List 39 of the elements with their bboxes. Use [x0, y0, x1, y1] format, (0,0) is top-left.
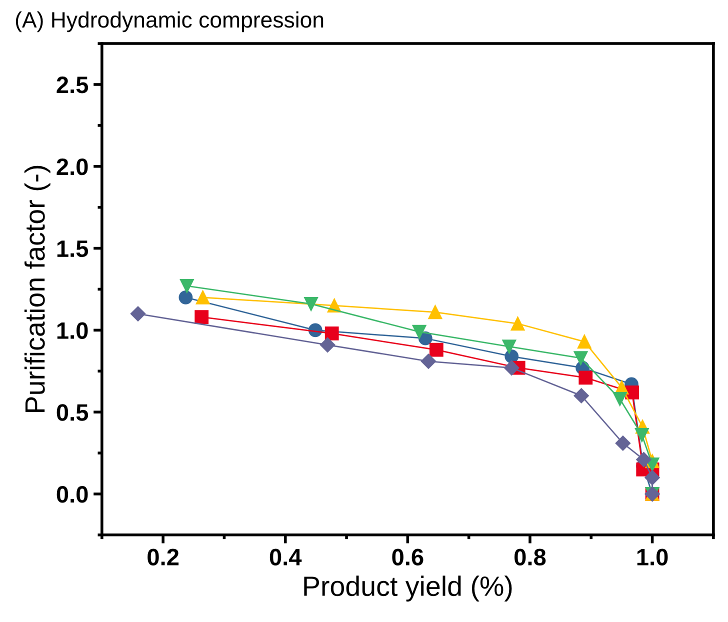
- point: [504, 360, 520, 376]
- point: [324, 326, 339, 340]
- x-tick-label: 1.0: [637, 548, 668, 566]
- point: [196, 290, 210, 304]
- y-tick-label: 0.0: [56, 486, 88, 503]
- point: [178, 290, 193, 304]
- point: [304, 297, 318, 311]
- point: [574, 388, 589, 404]
- point: [412, 324, 426, 339]
- point: [420, 354, 436, 369]
- point: [574, 351, 588, 365]
- point: [577, 334, 592, 349]
- point: [634, 428, 649, 442]
- point: [510, 316, 525, 331]
- x-tick-label: 0.8: [514, 548, 546, 566]
- point: [612, 392, 627, 406]
- y-tick-label: 2.0: [56, 158, 88, 176]
- point: [194, 310, 209, 324]
- point: [180, 279, 194, 293]
- y-tick-label: 1.5: [57, 240, 88, 258]
- point: [320, 337, 336, 352]
- point: [502, 340, 516, 354]
- y-axis-title: Purification factor (-): [24, 166, 50, 412]
- point: [130, 306, 146, 322]
- point: [578, 370, 593, 385]
- point: [615, 436, 631, 451]
- y-tick-label: 2.5: [56, 76, 88, 94]
- x-tick-label: 0.4: [270, 548, 302, 566]
- point: [625, 385, 640, 400]
- y-tick-label: 1.0: [57, 322, 88, 339]
- x-axis-title: Product yield (%): [304, 576, 512, 602]
- chart-title: (A) Hydrodynamic compression: [16, 11, 324, 32]
- point: [644, 470, 660, 486]
- point: [429, 342, 444, 357]
- y-tick-label: 0.5: [56, 404, 88, 421]
- x-tick-label: 0.6: [392, 548, 424, 566]
- x-tick-label: 0.2: [148, 548, 179, 566]
- point: [428, 305, 442, 320]
- point: [636, 452, 652, 468]
